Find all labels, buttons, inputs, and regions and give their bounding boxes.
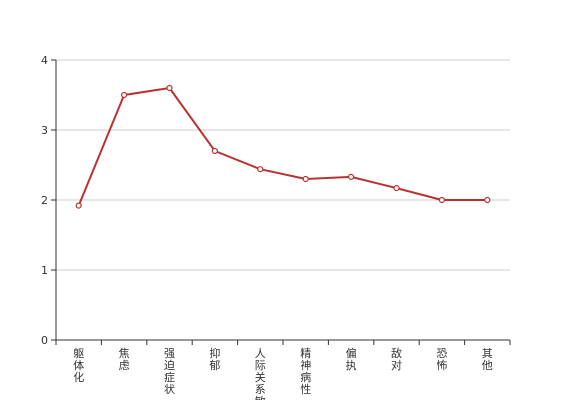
data-point[interactable] — [302, 175, 309, 183]
y-tick-label: 0 — [41, 334, 48, 347]
grid-lines — [56, 59, 510, 271]
x-axis-categories: 躯体化 焦虑 强迫症状 抑郁 人际关系敏感 精神病性 偏执 敌对 恐怖 其他 — [73, 346, 493, 400]
axes — [51, 59, 511, 345]
y-tick-label: 2 — [41, 194, 48, 207]
y-tick-label: 4 — [41, 54, 48, 67]
data-point[interactable] — [166, 84, 173, 92]
data-point[interactable] — [484, 196, 491, 204]
y-tick-label: 1 — [41, 264, 48, 277]
data-point[interactable] — [75, 202, 82, 209]
x-category-label: 强迫症状 — [164, 347, 175, 396]
x-category-label: 精神病性 — [300, 347, 311, 396]
x-category-label: 抑郁 — [209, 346, 220, 372]
x-category-label: 其他 — [482, 347, 493, 372]
data-point[interactable] — [211, 147, 218, 155]
x-category-label: 躯体化 — [73, 347, 84, 384]
x-category-label: 人际关系敏感 — [255, 347, 266, 400]
y-tick-label: 3 — [41, 124, 48, 137]
series-line — [77, 87, 488, 206]
x-category-label: 敌对 — [391, 346, 402, 372]
y-axis-ticks: 0 1 2 3 4 — [41, 54, 48, 347]
data-point[interactable] — [120, 91, 128, 99]
data-point[interactable] — [438, 196, 445, 204]
data-point[interactable] — [348, 173, 355, 180]
series — [75, 84, 491, 209]
data-point[interactable] — [257, 166, 264, 173]
data-point[interactable] — [393, 185, 400, 192]
x-category-label: 焦虑 — [119, 347, 130, 372]
x-category-label: 恐怖 — [436, 347, 447, 372]
x-category-label: 偏执 — [346, 346, 357, 372]
